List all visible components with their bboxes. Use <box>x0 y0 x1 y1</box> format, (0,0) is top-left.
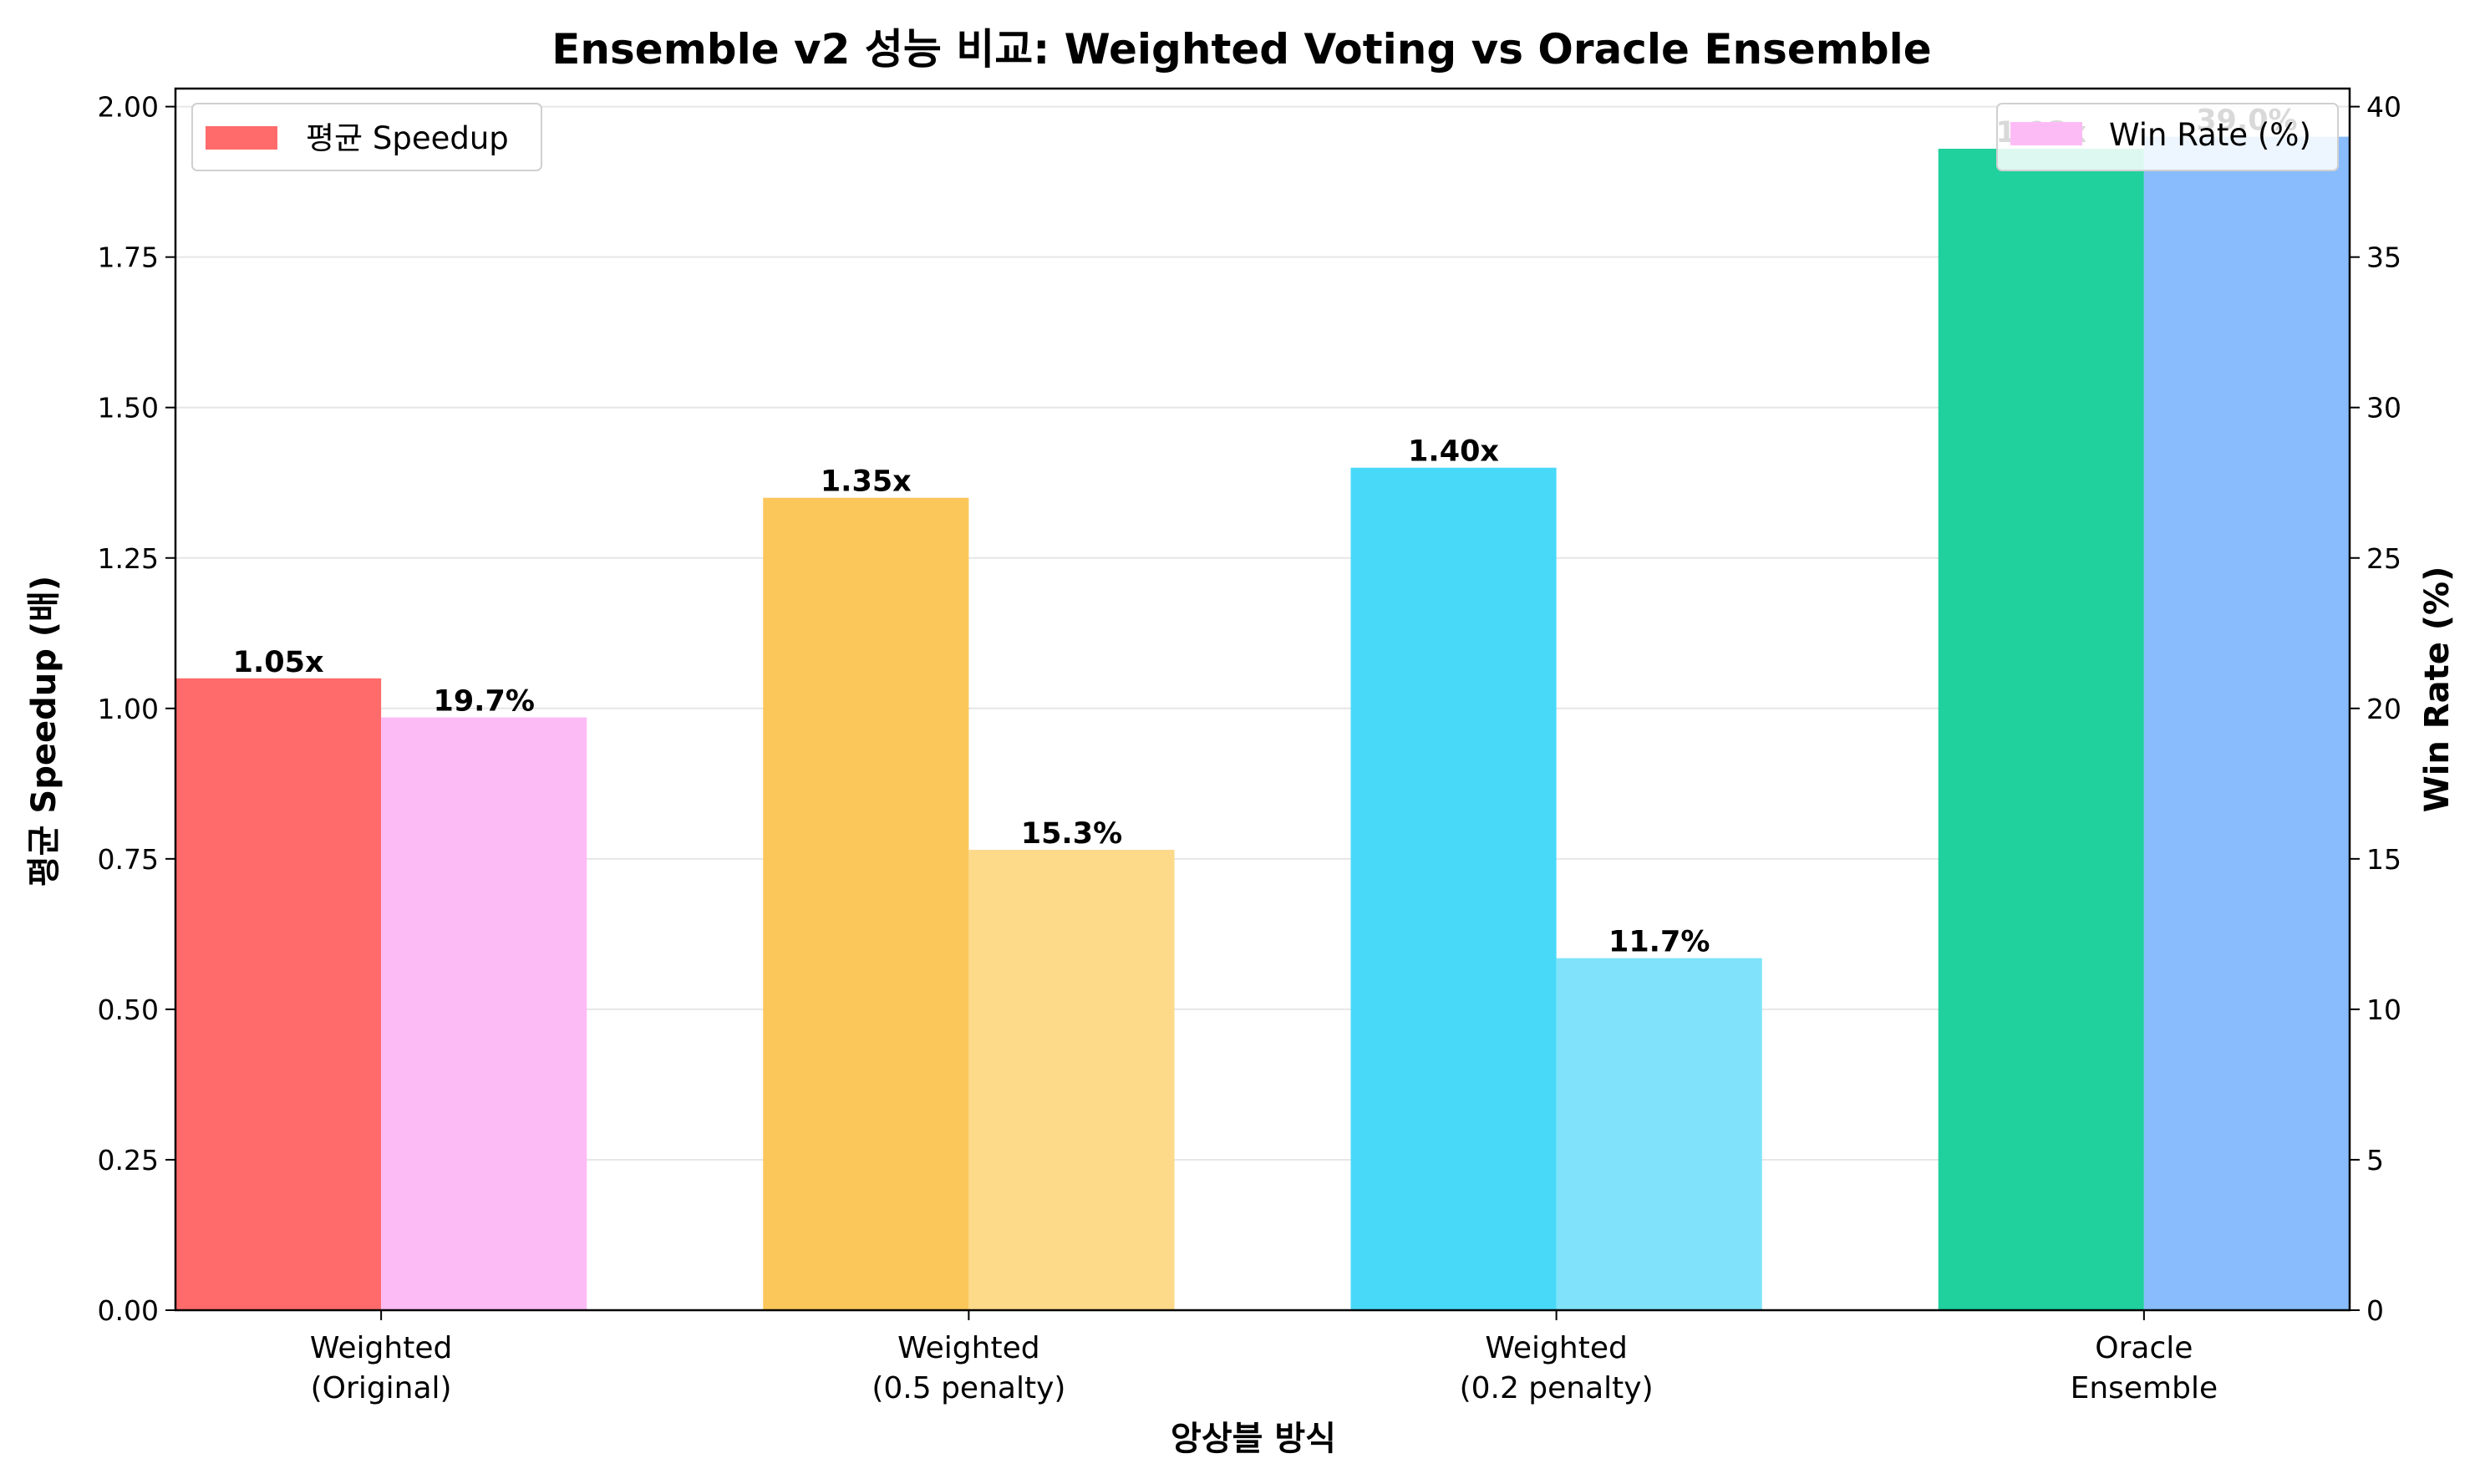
legend-swatch-winrate <box>2010 122 2082 145</box>
bar <box>381 717 587 1310</box>
y-tick-label: 0.50 <box>98 994 159 1026</box>
y-tick-label: 1.75 <box>98 241 159 274</box>
x-axis-ticks: Weighted (Original)Weighted (0.5 penalty)W… <box>310 1310 2218 1405</box>
chart-title: Ensemble v2 성능 비교: Weighted Voting vs Or… <box>551 25 1931 74</box>
bar <box>1350 467 1557 1310</box>
y-tick-label: 0.75 <box>98 843 159 876</box>
bar <box>1938 149 2144 1311</box>
x-tick-label-line: (0.5 penalty) <box>872 1371 1065 1405</box>
right-axis-ticks: 0 5 10 15 20 25 30 35 40 <box>2350 91 2401 1327</box>
y2-tick-label: 10 <box>2366 994 2401 1026</box>
x-tick-label: Weighted (0.2 penalty) <box>1460 1331 1654 1405</box>
y-tick-label: 1.50 <box>98 392 159 424</box>
y-tick-label: 1.00 <box>98 693 159 725</box>
y-axis-label: 평균 Speedup (배) <box>25 576 64 887</box>
x-tick-label-line: (Original) <box>311 1371 452 1405</box>
y2-tick-label: 30 <box>2366 392 2401 424</box>
legend-label-speedup: 평균 Speedup <box>306 120 509 156</box>
left-axis-ticks: 0.00 0.25 0.50 0.75 1.00 1.25 1.50 1.75 2.00 <box>98 91 175 1327</box>
data-label: 19.7% <box>433 685 534 719</box>
x-tick-label-line: Weighted <box>310 1331 452 1365</box>
x-tick-label-line: Oracle <box>2095 1331 2193 1365</box>
y2-tick-label: 20 <box>2366 693 2401 725</box>
legend-winrate: Win Rate (%) <box>1996 103 2339 171</box>
plot-frame <box>174 87 2351 1312</box>
bars <box>175 136 2350 1311</box>
data-label: 1.05x <box>233 646 324 679</box>
x-tick-label-line: Ensemble <box>2071 1371 2218 1405</box>
y2-tick-label: 40 <box>2366 91 2401 124</box>
legend-swatch-speedup <box>206 126 277 150</box>
data-label: 1.40x <box>1408 435 1499 469</box>
x-tick-label: Oracle Ensemble <box>2071 1331 2218 1405</box>
y2-tick-label: 5 <box>2366 1144 2384 1177</box>
y2-tick-label: 25 <box>2366 542 2401 575</box>
legend-label-winrate: Win Rate (%) <box>2109 117 2311 153</box>
y2-axis-label: Win Rate (%) <box>2418 567 2457 813</box>
bar <box>763 497 969 1310</box>
data-label: 15.3% <box>1021 817 1122 851</box>
y2-tick-label: 35 <box>2366 241 2401 274</box>
x-tick-label: Weighted (Original) <box>310 1331 452 1405</box>
data-label: 11.7% <box>1608 926 1710 959</box>
y2-tick-label: 15 <box>2366 843 2401 876</box>
y-tick-label: 0.25 <box>98 1144 159 1177</box>
x-tick-label-line: Weighted <box>897 1331 1039 1365</box>
x-tick-label-line: (0.2 penalty) <box>1460 1371 1654 1405</box>
x-axis-label: 앙상블 방식 <box>1171 1420 1336 1458</box>
bar <box>1556 958 1762 1310</box>
data-label: 1.35x <box>821 465 912 499</box>
y-tick-label: 2.00 <box>98 91 159 124</box>
bar <box>175 678 382 1310</box>
bar <box>968 850 1175 1310</box>
x-tick-label: Weighted (0.5 penalty) <box>872 1331 1065 1405</box>
bar <box>2143 136 2350 1311</box>
y2-tick-label: 0 <box>2366 1294 2384 1327</box>
y-tick-label: 1.25 <box>98 542 159 575</box>
y-tick-label: 0.00 <box>98 1294 159 1327</box>
legend-speedup: 평균 Speedup <box>191 103 542 171</box>
x-tick-label-line: Weighted <box>1485 1331 1627 1365</box>
